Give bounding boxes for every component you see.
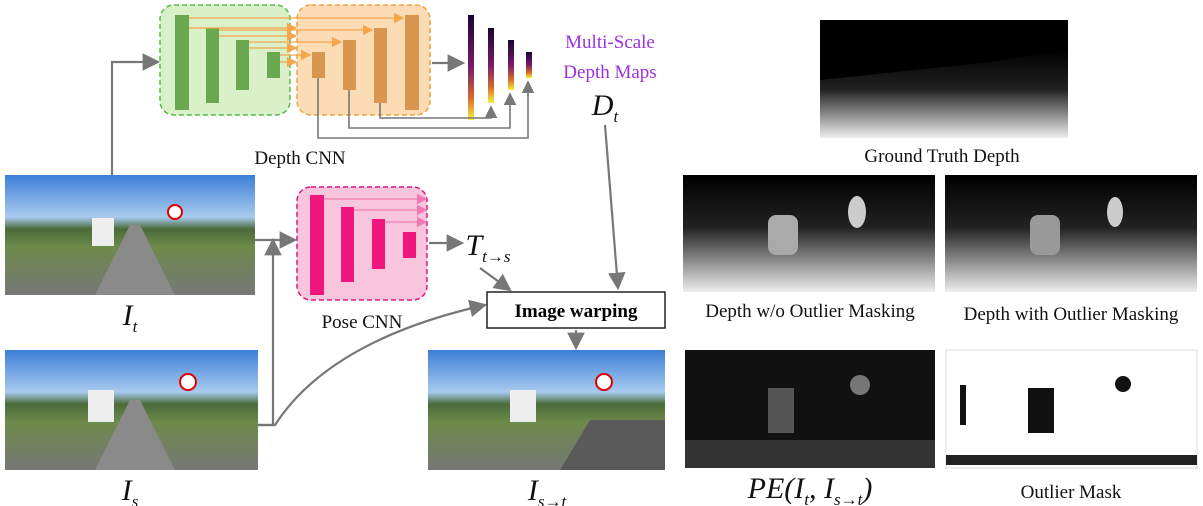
symbol: I [121,474,134,506]
subscript: t [804,490,810,506]
panel-label: PE(It, Is→t) [747,472,873,506]
depth-cnn-label: Depth CNN [254,148,346,169]
target-image [5,175,255,295]
symbol: D [591,89,614,122]
symbol: T [465,229,484,262]
depth-maps-label: Depth Maps [563,62,656,83]
panel-label: Outlier Mask [1021,482,1122,503]
source-image [5,350,258,470]
warping-box [486,291,666,329]
warped-image-label: Is→t [527,474,568,506]
depth-cnn: Depth CNN [159,4,431,169]
target-image-label: It [122,299,139,336]
depth-maps-label: Multi-Scale [565,32,655,53]
depth-panel [683,175,935,292]
panel-label: Depth w/o Outlier Masking [705,301,915,322]
warped-image [428,350,665,470]
symbol: I [122,299,135,332]
pe-panel [685,350,935,468]
subscript: t [133,317,139,336]
pose-cnn-label: Pose CNN [322,312,403,333]
subscript: t→s [482,247,511,266]
subscript: s→t [834,490,864,506]
pose-output-label: Tt→s [465,229,510,266]
warping-label: Image warping [515,301,638,322]
subscript: s→t [538,492,568,506]
panel-label: Ground Truth Depth [864,146,1020,167]
depth-panel [945,175,1197,292]
outlier-mask-panel [945,349,1198,469]
depth-maps [317,15,535,139]
text: PE(I [747,472,807,505]
source-image-label: Is [121,474,139,506]
symbol: I [527,474,540,506]
text: , I [809,472,836,505]
subscript: t [613,107,619,126]
pose-cnn: Pose CNN [296,186,428,333]
text: ) [860,472,872,505]
subscript: s [132,492,139,506]
ground-truth-panel [820,20,1068,138]
panel-label: Depth with Outlier Masking [964,304,1179,325]
depth-symbol: Dt [591,89,620,126]
